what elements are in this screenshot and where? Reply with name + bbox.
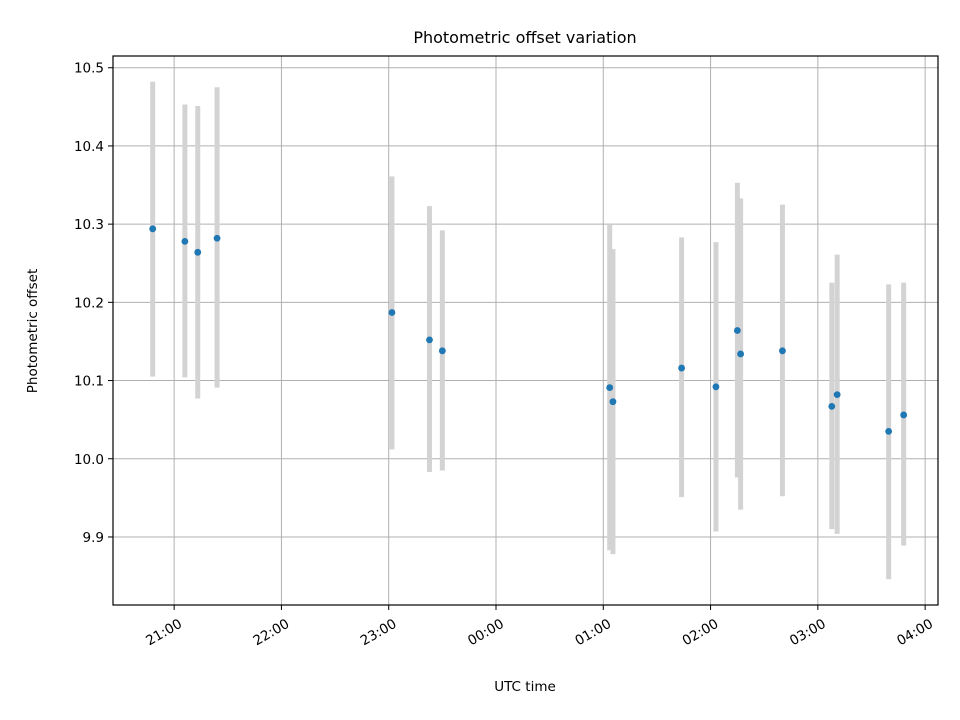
- data-point: [712, 383, 720, 391]
- data-point: [779, 347, 786, 355]
- x-tick-label: 00:00: [465, 616, 507, 649]
- x-tick-label: 23:00: [358, 616, 400, 649]
- data-point: [213, 234, 221, 242]
- data-point: [737, 350, 745, 358]
- data-point: [149, 225, 157, 233]
- data-point: [609, 398, 617, 406]
- x-axis: 21:00 22:00 23:00 00:00 01:00 02:00 03:00 04:00: [143, 605, 936, 649]
- y-tick-label: 10.4: [74, 139, 104, 155]
- x-tick-label: 21:00: [143, 616, 185, 649]
- data-point: [900, 411, 908, 419]
- y-axis-label: Photometric offset: [25, 269, 41, 393]
- y-tick-label: 10.1: [74, 374, 104, 390]
- data-point: [828, 402, 836, 410]
- data-point: [678, 364, 685, 372]
- point-layer: [149, 225, 908, 435]
- y-tick-label: 10.0: [74, 452, 104, 468]
- data-point: [388, 309, 396, 316]
- x-tick-label: 01:00: [572, 616, 614, 649]
- x-axis-label: UTC time: [494, 679, 556, 695]
- y-tick-label: 10.5: [74, 61, 104, 77]
- x-tick-label: 02:00: [680, 616, 722, 649]
- errorbar-layer: [150, 81, 907, 580]
- y-tick-label: 10.2: [74, 295, 104, 311]
- data-point: [438, 347, 446, 355]
- y-tick-label: 9.9: [83, 530, 104, 546]
- data-point: [194, 248, 202, 256]
- y-axis: 9.9 10.0 10.1 10.2 10.3 10.4 10.5: [74, 61, 113, 546]
- data-point: [733, 327, 741, 334]
- data-point: [426, 336, 433, 344]
- y-tick-label: 10.3: [74, 217, 104, 233]
- grid-layer: [113, 56, 938, 605]
- data-point: [833, 391, 841, 399]
- x-tick-label: 04:00: [894, 616, 936, 649]
- chart-title: Photometric offset variation: [413, 28, 636, 47]
- x-tick-label: 22:00: [251, 616, 293, 649]
- x-tick-label: 03:00: [787, 616, 829, 649]
- data-point: [606, 384, 614, 391]
- plot-frame: [112, 55, 939, 606]
- data-point: [181, 237, 189, 245]
- data-point: [885, 427, 893, 435]
